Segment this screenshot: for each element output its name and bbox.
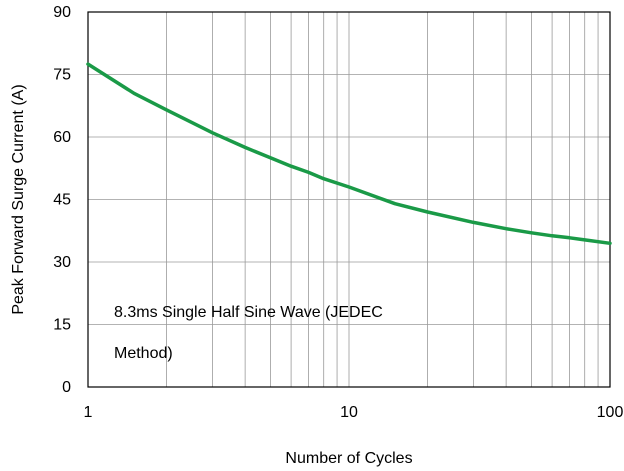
- annotation-line: 8.3ms Single Half Sine Wave (JEDEC: [114, 304, 383, 321]
- y-tick-label: 75: [53, 67, 71, 84]
- y-tick-label: 30: [53, 254, 71, 271]
- y-tick-label: 15: [53, 317, 71, 334]
- x-tick-label: 1: [84, 404, 93, 421]
- grid-layer: [87, 11, 610, 388]
- tick-labels: 0 15 30 45 60 75 90 1 10 100: [53, 4, 623, 421]
- x-axis-label: Number of Cycles: [285, 450, 412, 467]
- annotation: 8.3ms Single Half Sine Wave (JEDEC Method…: [114, 304, 383, 362]
- x-tick-label: 100: [597, 404, 624, 421]
- y-tick-label: 0: [62, 379, 71, 396]
- x-tick-label: 10: [340, 404, 358, 421]
- annotation-line: Method): [114, 345, 173, 362]
- plot-frame: [87, 11, 611, 388]
- series-layer: [86, 62, 612, 246]
- y-axis-label: Peak Forward Surge Current (A): [10, 84, 27, 314]
- y-tick-label: 90: [53, 4, 71, 21]
- series-line: [86, 62, 612, 246]
- y-tick-label: 45: [53, 192, 71, 209]
- y-tick-label: 60: [53, 129, 71, 146]
